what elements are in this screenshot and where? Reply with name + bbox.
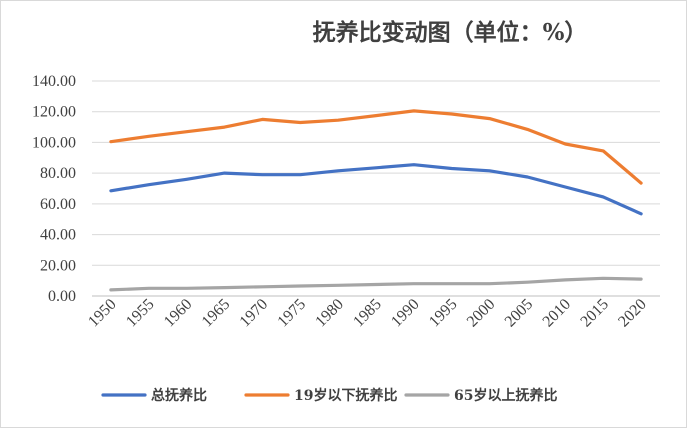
legend-label: 65岁以上抚养比 — [454, 387, 557, 404]
x-axis-ticks: 1950 1955 1960 1965 1970 1975 1980 1985 1990 1995… — [85, 296, 650, 331]
y-axis-ticks: 0.00 20.00 40.00 60.00 80.00 100.00 120.00 140.… — [32, 73, 76, 305]
x-tick-label: 1980 — [312, 296, 347, 331]
x-tick-label: 1975 — [274, 296, 309, 331]
legend: 总抚养比 19岁以下抚养比 65岁以上抚养比 — [101, 387, 557, 404]
y-tick-label: 140.00 — [32, 73, 76, 90]
x-tick-label: 1960 — [161, 296, 196, 331]
x-tick-label: 1985 — [350, 296, 385, 331]
x-tick-label: 2015 — [577, 296, 612, 331]
x-tick-label: 1950 — [85, 296, 120, 331]
y-tick-label: 80.00 — [40, 165, 76, 182]
series-line-3 — [109, 276, 643, 292]
legend-label: 总抚养比 — [151, 387, 207, 404]
y-tick-label: 120.00 — [32, 104, 76, 121]
x-tick-label: 2000 — [464, 296, 499, 331]
x-tick-label: 2010 — [540, 296, 575, 331]
x-tick-label: 1955 — [123, 296, 158, 331]
y-tick-label: 20.00 — [40, 257, 76, 274]
series-line-2 — [109, 109, 643, 185]
x-tick-label: 1970 — [237, 296, 272, 331]
x-tick-label: 1995 — [426, 296, 461, 331]
x-tick-label: 2020 — [615, 296, 650, 331]
series-lines — [109, 109, 643, 292]
legend-label: 19岁以下抚养比 — [294, 387, 397, 404]
chart-title: 抚养比变动图（单位：%） — [313, 19, 588, 46]
y-tick-label: 100.00 — [32, 134, 76, 151]
x-tick-label: 1990 — [388, 296, 423, 331]
y-tick-label: 60.00 — [40, 196, 76, 213]
series-line-1 — [109, 163, 643, 216]
x-tick-label: 2005 — [502, 296, 537, 331]
y-tick-label: 40.00 — [40, 227, 76, 244]
x-tick-label: 1965 — [199, 296, 234, 331]
y-tick-label: 0.00 — [48, 288, 76, 305]
